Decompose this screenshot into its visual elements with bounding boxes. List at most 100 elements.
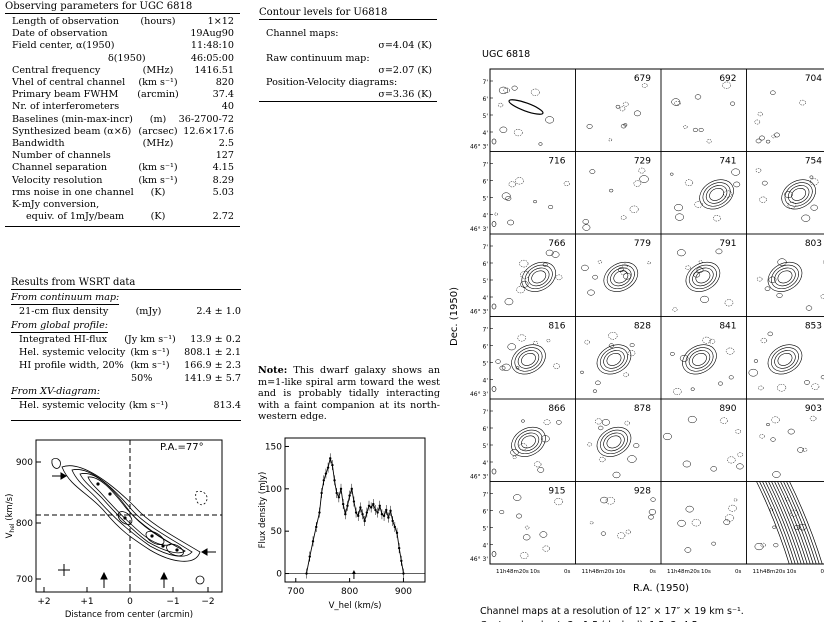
profile-point <box>389 509 392 513</box>
channel-ytick-label: 5' <box>483 196 489 203</box>
channel-noise-contour <box>764 286 771 292</box>
channel-emission-contour <box>511 344 546 375</box>
channel-xtick-label: 10s <box>616 569 626 575</box>
profile-point <box>393 525 397 529</box>
pv-resolution-cross <box>58 564 70 576</box>
channel-noise-contour <box>758 385 764 391</box>
channel-velocity-label: 716 <box>548 157 565 167</box>
channel-ytick-base: 46° 3' <box>470 226 488 233</box>
channel-xtick-label: 11h48m20s <box>496 569 529 575</box>
global-row: Hel. systemic velocity (km s⁻¹) 808.1 ± 2.… <box>11 347 241 359</box>
channel-xtick-label: 0s <box>735 569 741 575</box>
channel-noise-contour <box>513 129 523 137</box>
channel-noise-contour <box>669 172 674 176</box>
channel-noise-contour <box>612 471 621 479</box>
channel-noise-contour <box>765 139 771 144</box>
channel-noise-contour <box>690 387 695 391</box>
channel-noise-contour <box>650 497 656 502</box>
channel-velocity-label: 766 <box>548 239 565 249</box>
channel-emission-contour <box>771 264 799 290</box>
channel-noise-contour <box>755 168 762 173</box>
channel-noise-contour <box>761 180 768 186</box>
channel-noise-contour <box>820 375 824 380</box>
observing-row: Central frequency (MHz) 1416.51 <box>12 65 234 77</box>
contour-pv-label: Position-Velocity diagrams: <box>266 77 398 88</box>
channel-noise-contour <box>548 205 554 210</box>
channel-noise-contour <box>760 337 768 344</box>
channel-noise-contour <box>722 81 731 89</box>
channel-noise-contour <box>802 447 808 452</box>
channel-noise-contour <box>767 331 773 337</box>
channel-noise-contour <box>709 338 716 344</box>
channel-noise-contour <box>580 370 584 374</box>
channel-noise-contour <box>608 332 618 340</box>
profile-ytick-label: 50 <box>271 527 283 537</box>
channel-noise-contour <box>698 260 703 264</box>
profile-point <box>357 514 360 518</box>
channel-noise-contour <box>766 422 770 427</box>
channel-xtick-label: 10s <box>530 569 540 575</box>
continuum-contour <box>780 481 814 565</box>
profile-point <box>326 466 330 469</box>
channel-emission-contour <box>695 270 711 284</box>
profile-point <box>387 516 390 519</box>
channel-panel: 766 7' 6' 5' 4' 46° 3' <box>470 233 576 317</box>
channel-noise-contour <box>595 418 603 425</box>
channel-noise-contour <box>494 212 498 216</box>
channel-ytick-label: 7' <box>483 244 489 251</box>
observing-value: 127 <box>215 150 234 162</box>
channel-noise-contour <box>700 295 709 303</box>
channel-noise-contour <box>503 87 510 93</box>
pv-xtick-label: +1 <box>80 597 93 607</box>
channel-noise-contour <box>633 110 641 117</box>
channel-noise-contour <box>691 519 701 527</box>
channel-noise-contour <box>546 338 551 343</box>
channel-emission-contour <box>603 350 625 369</box>
channel-noise-contour <box>543 419 551 426</box>
channel-noise-contour <box>620 215 627 220</box>
channel-noise-contour <box>507 343 516 351</box>
channel-noise-contour <box>677 249 686 257</box>
channel-noise-contour <box>511 85 518 91</box>
channel-panel: 853 <box>746 316 824 400</box>
profile-point <box>354 511 358 514</box>
contour-raw-label: Raw continuum map: <box>266 53 370 64</box>
channel-velocity-label: 791 <box>719 239 736 249</box>
channel-noise-contour <box>737 452 744 458</box>
continuum-head: From continuum map: <box>11 292 120 305</box>
channel-noise-contour <box>553 363 560 369</box>
channel-ytick-label: 4' <box>483 295 489 302</box>
profile-point <box>341 502 345 506</box>
channel-emission-contour <box>771 347 799 372</box>
profile-point <box>363 519 366 523</box>
channel-noise-contour <box>801 214 811 222</box>
channel-noise-contour <box>673 387 682 395</box>
channel-xtick-label: 10s <box>787 569 797 575</box>
pv-ylabel: Vhel (km/s) <box>5 494 16 539</box>
channel-noise-contour <box>534 461 542 468</box>
channel-noise-contour <box>598 425 604 431</box>
note-paragraph: Note: This dwarf galaxy shows an m=1-lik… <box>258 365 440 423</box>
channel-noise-contour <box>768 276 777 283</box>
channel-ytick-label: 4' <box>483 130 489 137</box>
observing-label: Baselines (min-max-incr) <box>12 113 133 125</box>
channel-noise-contour <box>633 443 640 449</box>
observing-value: 40 <box>221 101 234 113</box>
global-label: Hel. systemic velocity <box>19 347 126 358</box>
channel-emission-contour <box>524 264 553 290</box>
pv-diagram: +2 +1 0 −1 −2 900 800 700 P.A.=77° Distance fro… <box>5 439 223 620</box>
channel-velocity-label: 828 <box>634 322 651 332</box>
observing-value: 37.4 <box>212 89 234 101</box>
results-title: Results from WSRT data <box>11 277 241 290</box>
channel-emission-contour <box>774 350 796 369</box>
global-row: 50% 141.9 ± 5.7 <box>11 373 241 385</box>
profile-point <box>352 500 356 503</box>
observing-value: 8.29 <box>212 174 234 186</box>
channel-noise-contour <box>755 138 762 144</box>
channel-noise-contour <box>633 180 642 187</box>
channel-noise-contour <box>759 135 765 141</box>
pv-ytick-label: 900 <box>16 458 33 468</box>
profile-point <box>367 504 371 507</box>
channel-noise-contour <box>797 447 804 453</box>
channel-emission-contour <box>767 344 803 375</box>
